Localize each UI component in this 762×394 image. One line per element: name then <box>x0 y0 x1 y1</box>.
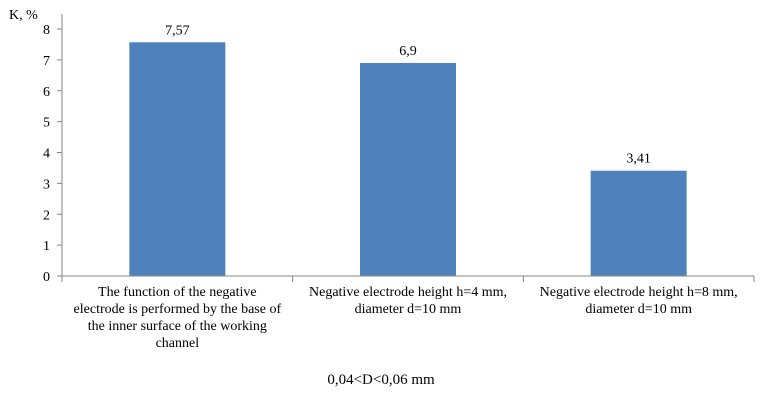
category-label: Negative electrode height h=8 mm, diamet… <box>539 285 738 317</box>
x-axis-title: 0,04<D<0,06 mm <box>327 372 435 388</box>
y-tick-label: 2 <box>43 208 50 223</box>
y-tick-label: 1 <box>43 239 50 254</box>
y-tick-label: 7 <box>43 54 50 69</box>
y-axis-ticks: 0 1 2 3 4 5 6 7 8 <box>43 23 62 285</box>
bar <box>360 62 456 277</box>
axes <box>61 14 755 282</box>
data-label: 6,9 <box>399 44 417 59</box>
category-label: Negative electrode height h=4 mm, diamet… <box>309 285 507 317</box>
bar <box>129 42 226 277</box>
y-tick-label: 3 <box>43 177 50 192</box>
bars: 7,57 6,9 3,41 <box>129 23 687 277</box>
data-label: 3,41 <box>626 152 651 167</box>
y-tick-label: 6 <box>43 85 50 100</box>
y-axis-label: K, % <box>9 8 38 23</box>
y-tick-label: 4 <box>43 147 50 162</box>
y-tick-label: 5 <box>43 116 50 131</box>
y-tick-label: 0 <box>43 270 50 285</box>
data-label: 7,57 <box>165 23 190 38</box>
category-label: The function of the negative electrode i… <box>73 285 282 351</box>
bar <box>590 170 687 276</box>
y-tick-label: 8 <box>43 23 50 38</box>
